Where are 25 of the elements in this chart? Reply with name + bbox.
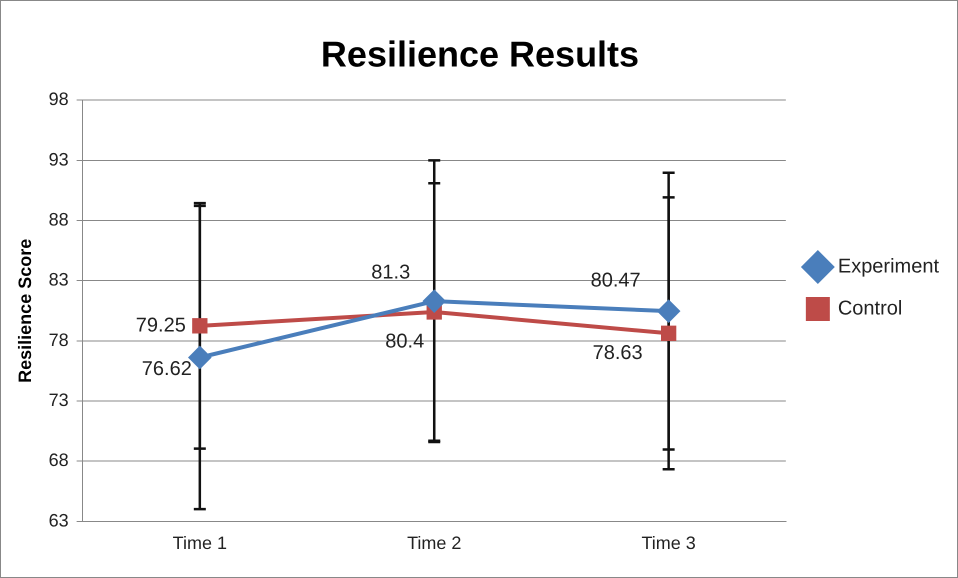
- x-tick-label: Time 3: [641, 533, 696, 554]
- x-tick-label: Time 2: [407, 533, 462, 554]
- y-tick-label: 73: [48, 390, 69, 410]
- y-tick-label: 63: [48, 510, 69, 530]
- y-tick-label: 83: [48, 270, 69, 290]
- legend-label: Experiment: [838, 256, 940, 278]
- point: [192, 318, 208, 334]
- y-tick-label: 68: [48, 450, 69, 470]
- y-tick-label: 78: [48, 330, 69, 350]
- data-label: 79.25: [136, 314, 186, 336]
- data-label: 76.62: [142, 358, 192, 380]
- legend-label: Control: [838, 298, 902, 320]
- chart-title: Resilience Results: [320, 34, 640, 75]
- data-label: 80.47: [590, 270, 641, 292]
- point: [658, 300, 680, 322]
- y-axis-title: Resilience Score: [14, 238, 35, 383]
- data-label: 81.3: [371, 262, 410, 284]
- point: [660, 326, 676, 341]
- data-label: 78.63: [592, 342, 643, 364]
- data-label: 80.4: [385, 330, 424, 353]
- y-tick-label: 93: [48, 149, 69, 170]
- x-tick-label: Time 1: [172, 533, 227, 554]
- point: [423, 290, 446, 312]
- y-tick-label: 88: [48, 210, 69, 230]
- y-tick-label: 98: [48, 89, 69, 110]
